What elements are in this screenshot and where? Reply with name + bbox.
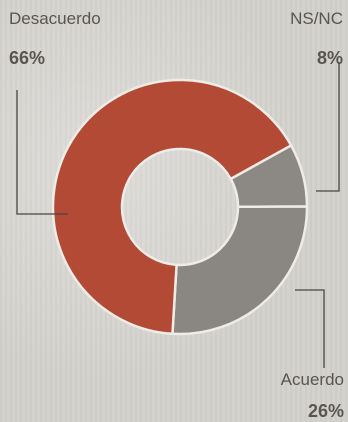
slice-acuerdo [171, 205, 309, 336]
leader-line-desacuerdo [16, 90, 68, 215]
label-desacuerdo: Desacuerdo [9, 9, 101, 28]
label-acuerdo: Acuerdo [280, 370, 344, 389]
label-nsnc: NS/NC [290, 9, 343, 28]
slice-desacuerdo [51, 78, 293, 336]
leader-lines [16, 62, 340, 368]
value-acuerdo: 26% [307, 401, 344, 421]
slices [51, 78, 309, 336]
value-nsnc: 8% [316, 48, 343, 68]
leader-line-nsnc [316, 62, 340, 192]
value-desacuerdo: 66% [9, 48, 46, 68]
leader-line-acuerdo [295, 289, 325, 368]
